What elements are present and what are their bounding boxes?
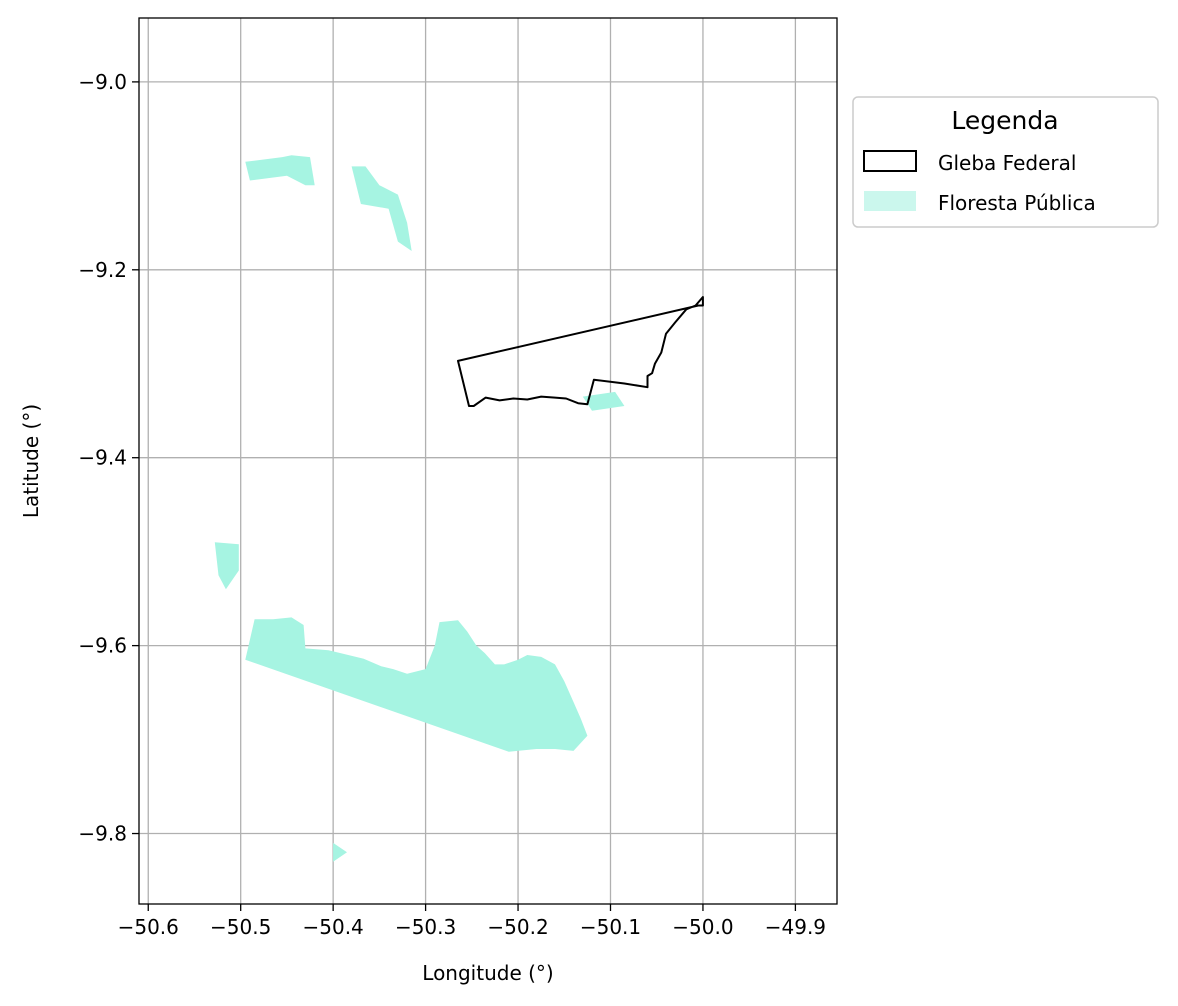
legend-swatch-floresta-publica [864, 191, 916, 211]
floresta-publica-nw-strip [245, 155, 315, 186]
legend-label-floresta-publica: Floresta Pública [938, 191, 1096, 215]
gleba-federal-layer [457, 296, 704, 407]
floresta-publica-layer [214, 155, 625, 862]
floresta-publica-se-small [333, 842, 347, 862]
x-tick-label: −50.4 [302, 915, 363, 939]
x-tick-label: −50.1 [580, 915, 641, 939]
x-axis-label: Longitude (°) [422, 961, 553, 985]
floresta-publica-north-block [351, 166, 412, 251]
gleba-federal-polygon [457, 296, 704, 407]
legend: Legenda Gleba Federal Floresta Pública [852, 96, 1159, 228]
y-tick-label: −9.2 [78, 258, 127, 282]
floresta-publica-large-south-block [245, 617, 588, 752]
legend-title: Legenda [951, 106, 1058, 135]
x-tick-label: −49.9 [765, 915, 826, 939]
y-tick-label: −9.0 [78, 70, 127, 94]
x-tick-label: −50.2 [487, 915, 548, 939]
gridlines [139, 18, 837, 904]
legend-box [852, 96, 1159, 228]
x-tick-label: −50.0 [672, 915, 733, 939]
floresta-publica-west-square [214, 542, 239, 590]
x-axis-ticks: −50.6 −50.5 −50.4 −50.3 −50.2 −50.1 −50.0 −49.9 [118, 904, 826, 939]
x-tick-label: −50.3 [395, 915, 456, 939]
y-tick-label: −9.8 [78, 822, 127, 846]
y-axis-label: Latitude (°) [19, 404, 43, 518]
legend-swatch-gleba-federal [863, 150, 917, 172]
y-axis-ticks: −9.0 −9.2 −9.4 −9.6 −9.8 [78, 70, 139, 846]
x-tick-label: −50.6 [118, 915, 179, 939]
floresta-publica-central-east-piece [582, 391, 625, 411]
y-tick-label: −9.6 [78, 634, 127, 658]
legend-label-gleba-federal: Gleba Federal [938, 151, 1076, 175]
plot-frame [138, 17, 838, 905]
x-tick-label: −50.5 [210, 915, 271, 939]
y-tick-label: −9.4 [78, 446, 127, 470]
